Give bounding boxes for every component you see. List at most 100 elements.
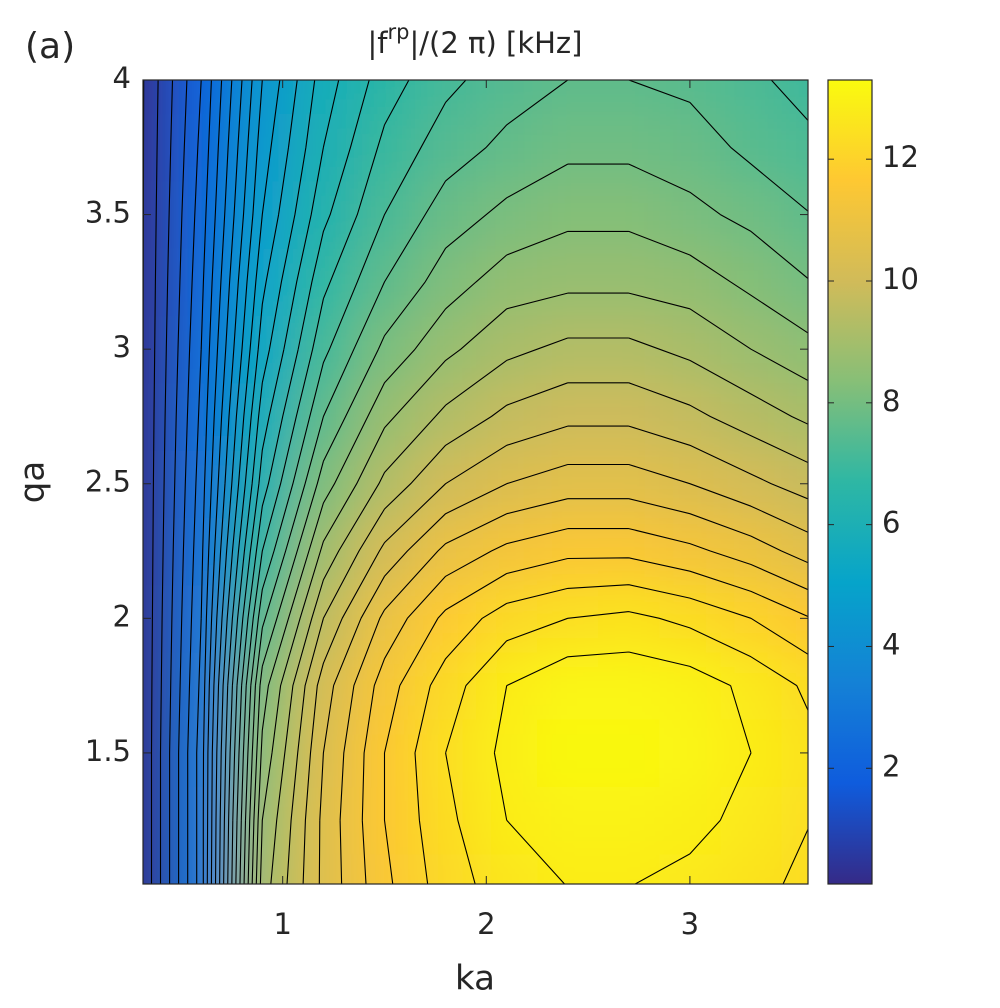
contour-line bbox=[210, 80, 253, 884]
field-cell bbox=[537, 450, 599, 518]
field-cell bbox=[415, 80, 477, 115]
field-cell bbox=[143, 382, 172, 451]
field-cell bbox=[415, 517, 477, 586]
field-cell bbox=[659, 80, 721, 115]
field-cell bbox=[537, 853, 599, 884]
field-cell bbox=[720, 180, 783, 249]
y-tick-label: 3.5 bbox=[85, 196, 131, 230]
contour-line bbox=[493, 651, 752, 884]
contour-line bbox=[178, 80, 202, 884]
contour-line bbox=[286, 382, 808, 884]
field-cell bbox=[292, 853, 355, 884]
field-cell bbox=[353, 584, 416, 653]
field-cell bbox=[231, 382, 294, 451]
contour-line bbox=[251, 163, 808, 884]
x-axis-label: ka bbox=[455, 959, 495, 999]
panel-label: (a) bbox=[25, 26, 75, 67]
field-cell bbox=[415, 651, 477, 720]
contour-line bbox=[214, 80, 263, 884]
field-cell bbox=[720, 382, 783, 451]
field-cell bbox=[781, 80, 808, 115]
field-cell bbox=[598, 719, 660, 788]
field-cell bbox=[292, 248, 355, 317]
field-cell bbox=[781, 382, 808, 451]
field-cell bbox=[598, 80, 660, 115]
field-cell bbox=[537, 382, 599, 451]
x-tick-label: 1 bbox=[273, 907, 291, 941]
x-tick-label: 3 bbox=[681, 907, 699, 941]
field-cell bbox=[781, 113, 808, 182]
contour-line bbox=[169, 80, 188, 884]
field-cell bbox=[537, 180, 599, 249]
contour-line bbox=[202, 80, 233, 884]
field-cell bbox=[720, 651, 783, 720]
colorbar-tick-label: 12 bbox=[882, 140, 919, 174]
field-cell bbox=[537, 113, 599, 182]
field-cell bbox=[170, 80, 233, 115]
field-cell bbox=[659, 786, 721, 855]
field bbox=[143, 80, 808, 884]
contour-line bbox=[247, 80, 808, 884]
field-cell bbox=[415, 113, 477, 182]
field-cell bbox=[476, 248, 538, 317]
contour-line bbox=[361, 528, 808, 884]
field-cell bbox=[720, 853, 783, 884]
title-rest: |/(2 π) [kHz] bbox=[409, 26, 582, 60]
contour-line bbox=[445, 611, 808, 884]
field-cell bbox=[659, 651, 721, 720]
field-cell bbox=[659, 113, 721, 182]
field-cell bbox=[143, 853, 172, 884]
field-cell bbox=[598, 853, 660, 884]
contour-line bbox=[235, 80, 370, 884]
field-cell bbox=[415, 315, 477, 384]
y-axis-label: qa bbox=[13, 461, 53, 503]
field-cell bbox=[143, 517, 172, 586]
field-cell bbox=[598, 450, 660, 518]
field-cell bbox=[720, 113, 783, 182]
contour-line bbox=[159, 80, 174, 884]
contour-line bbox=[270, 337, 808, 884]
field-cell bbox=[170, 853, 233, 884]
title-main: |f bbox=[368, 26, 389, 60]
y-tick-label: 3 bbox=[113, 330, 131, 364]
contour-line bbox=[223, 80, 298, 884]
field-cell bbox=[415, 382, 477, 451]
field-cell bbox=[170, 719, 233, 788]
contour-line bbox=[227, 80, 316, 884]
field-cell bbox=[659, 180, 721, 249]
contour-line bbox=[255, 230, 808, 884]
plot-frame bbox=[142, 79, 809, 885]
field-cell bbox=[659, 584, 721, 653]
field-cell bbox=[781, 651, 808, 720]
contour-line bbox=[339, 498, 808, 884]
contour-line bbox=[302, 425, 808, 884]
contour-line bbox=[150, 80, 159, 884]
field-cell bbox=[143, 651, 172, 720]
field-cell bbox=[720, 786, 783, 855]
contour-line bbox=[219, 80, 281, 884]
colorbar-tick-label: 2 bbox=[882, 749, 900, 783]
field-cell bbox=[353, 517, 416, 586]
contour-line bbox=[239, 80, 410, 884]
colorbar-tick-label: 4 bbox=[882, 627, 900, 661]
field-cell bbox=[476, 584, 538, 653]
field-cell bbox=[170, 786, 233, 855]
field-cell bbox=[476, 382, 538, 451]
field-cell bbox=[598, 382, 660, 451]
contour-line bbox=[206, 80, 243, 884]
field-cell bbox=[170, 450, 233, 518]
field-cell bbox=[353, 853, 416, 884]
chart-title: |frp|/(2 π) [kHz] bbox=[368, 20, 583, 60]
field-cell bbox=[720, 80, 783, 115]
field-cell bbox=[476, 719, 538, 788]
field-cell bbox=[415, 853, 477, 884]
contour-line bbox=[243, 80, 808, 884]
y-tick-label: 4 bbox=[113, 61, 131, 95]
field-cell bbox=[598, 786, 660, 855]
field-cell bbox=[781, 248, 808, 317]
field-cell bbox=[292, 786, 355, 855]
field-cell bbox=[598, 113, 660, 182]
field-cell bbox=[598, 180, 660, 249]
colorbar-tick-label: 8 bbox=[882, 384, 900, 418]
